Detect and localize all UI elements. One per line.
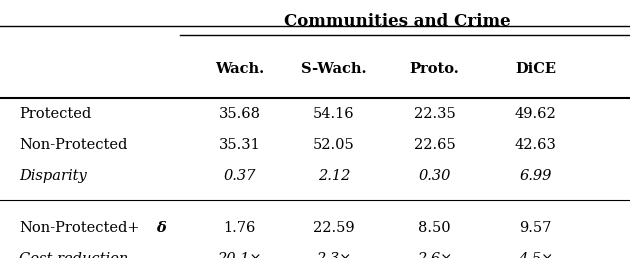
Text: 35.68: 35.68 xyxy=(219,107,260,121)
Text: 9.57: 9.57 xyxy=(519,221,552,235)
Text: Cost reduction: Cost reduction xyxy=(19,252,128,258)
Text: Communities and Crime: Communities and Crime xyxy=(284,13,510,30)
Text: 35.31: 35.31 xyxy=(219,138,260,152)
Text: 2.12: 2.12 xyxy=(318,169,350,183)
Text: 2.6×: 2.6× xyxy=(417,252,452,258)
Text: 22.35: 22.35 xyxy=(414,107,455,121)
Text: Disparity: Disparity xyxy=(19,169,87,183)
Text: 22.65: 22.65 xyxy=(414,138,455,152)
Text: 42.63: 42.63 xyxy=(515,138,556,152)
Text: Non-Protected+: Non-Protected+ xyxy=(19,221,139,235)
Text: 20.1×: 20.1× xyxy=(217,252,261,258)
Text: Proto.: Proto. xyxy=(410,62,459,76)
Text: 0.30: 0.30 xyxy=(418,169,451,183)
Text: 22.59: 22.59 xyxy=(313,221,355,235)
Text: 54.16: 54.16 xyxy=(313,107,355,121)
Text: 8.50: 8.50 xyxy=(418,221,451,235)
Text: Protected: Protected xyxy=(19,107,91,121)
Text: 52.05: 52.05 xyxy=(313,138,355,152)
Text: Wach.: Wach. xyxy=(215,62,264,76)
Text: Non-Protected: Non-Protected xyxy=(19,138,127,152)
Text: 1.76: 1.76 xyxy=(223,221,256,235)
Text: DiCE: DiCE xyxy=(515,62,556,76)
Text: δ: δ xyxy=(156,221,166,235)
Text: 4.5×: 4.5× xyxy=(518,252,553,258)
Text: 6.99: 6.99 xyxy=(519,169,552,183)
Text: 49.62: 49.62 xyxy=(515,107,556,121)
Text: 0.37: 0.37 xyxy=(223,169,256,183)
Text: 2.3×: 2.3× xyxy=(316,252,352,258)
Text: S-Wach.: S-Wach. xyxy=(301,62,367,76)
